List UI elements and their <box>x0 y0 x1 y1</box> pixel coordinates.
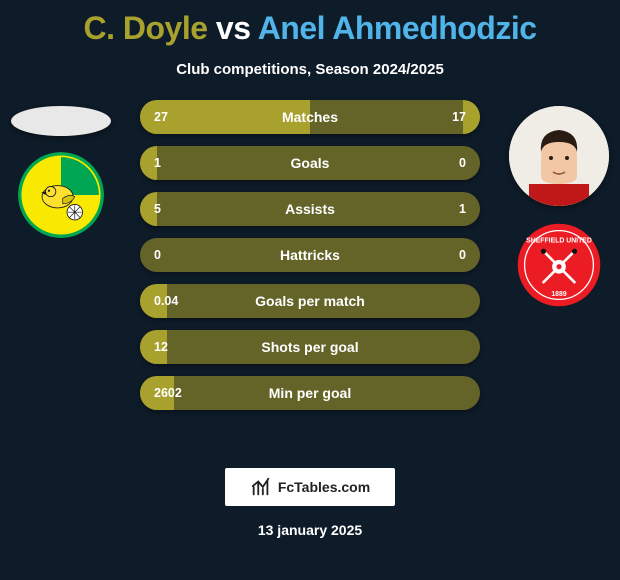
player2-face-icon <box>509 106 609 206</box>
watermark: FcTables.com <box>225 468 395 506</box>
player2-club-badge: SHEFFIELD UNITED 1889 <box>516 222 602 308</box>
stat-bar: 27 Matches 17 <box>140 100 480 134</box>
comparison-card: C. Doyle vs Anel Ahmedhodzic Club compet… <box>0 0 620 580</box>
bar-value-left: 0 <box>154 248 161 262</box>
bar-value-left: 0.04 <box>154 294 178 308</box>
bar-value-right: 1 <box>459 202 466 216</box>
bar-value-left: 2602 <box>154 386 182 400</box>
bar-value-left: 27 <box>154 110 168 124</box>
stat-bar: 1 Goals 0 <box>140 146 480 180</box>
title-player2: Anel Ahmedhodzic <box>258 10 537 46</box>
bar-value-right: 0 <box>459 156 466 170</box>
watermark-label: FcTables.com <box>278 479 370 495</box>
stat-bar: 5 Assists 1 <box>140 192 480 226</box>
bar-label: Hattricks <box>280 247 340 263</box>
stat-bar: 0.04 Goals per match <box>140 284 480 318</box>
content-area: SHEFFIELD UNITED 1889 27 Matches 17 1 Goals 0… <box>0 106 620 446</box>
right-column: SHEFFIELD UNITED 1889 <box>504 106 614 308</box>
bar-label: Goals per match <box>255 293 365 309</box>
title-player1: C. Doyle <box>83 10 207 46</box>
bar-value-left: 12 <box>154 340 168 354</box>
bar-value-right: 0 <box>459 248 466 262</box>
bar-label: Matches <box>282 109 338 125</box>
bar-value-left: 5 <box>154 202 161 216</box>
svg-text:1889: 1889 <box>551 291 566 298</box>
player1-avatar <box>11 106 111 136</box>
norwich-badge-icon <box>18 152 104 238</box>
stat-bar: 2602 Min per goal <box>140 376 480 410</box>
title-vs: vs <box>216 10 251 46</box>
bar-label: Goals <box>291 155 330 171</box>
bar-label: Assists <box>285 201 335 217</box>
bar-label: Shots per goal <box>261 339 358 355</box>
player1-club-badge <box>18 152 104 238</box>
stat-bar: 12 Shots per goal <box>140 330 480 364</box>
bar-value-left: 1 <box>154 156 161 170</box>
stat-bars: 27 Matches 17 1 Goals 0 5 Assists 1 0 Hattricks 0 0.… <box>140 100 480 410</box>
bar-value-right: 17 <box>452 110 466 124</box>
sheffield-united-badge-icon: SHEFFIELD UNITED 1889 <box>516 222 602 308</box>
fctables-logo-icon <box>250 476 272 498</box>
page-title: C. Doyle vs Anel Ahmedhodzic <box>0 10 620 47</box>
svg-text:SHEFFIELD UNITED: SHEFFIELD UNITED <box>526 238 592 245</box>
stat-bar: 0 Hattricks 0 <box>140 238 480 272</box>
date: 13 january 2025 <box>0 522 620 538</box>
player2-avatar <box>509 106 609 206</box>
subtitle: Club competitions, Season 2024/2025 <box>0 61 620 78</box>
left-column <box>6 106 116 238</box>
bar-label: Min per goal <box>269 385 351 401</box>
